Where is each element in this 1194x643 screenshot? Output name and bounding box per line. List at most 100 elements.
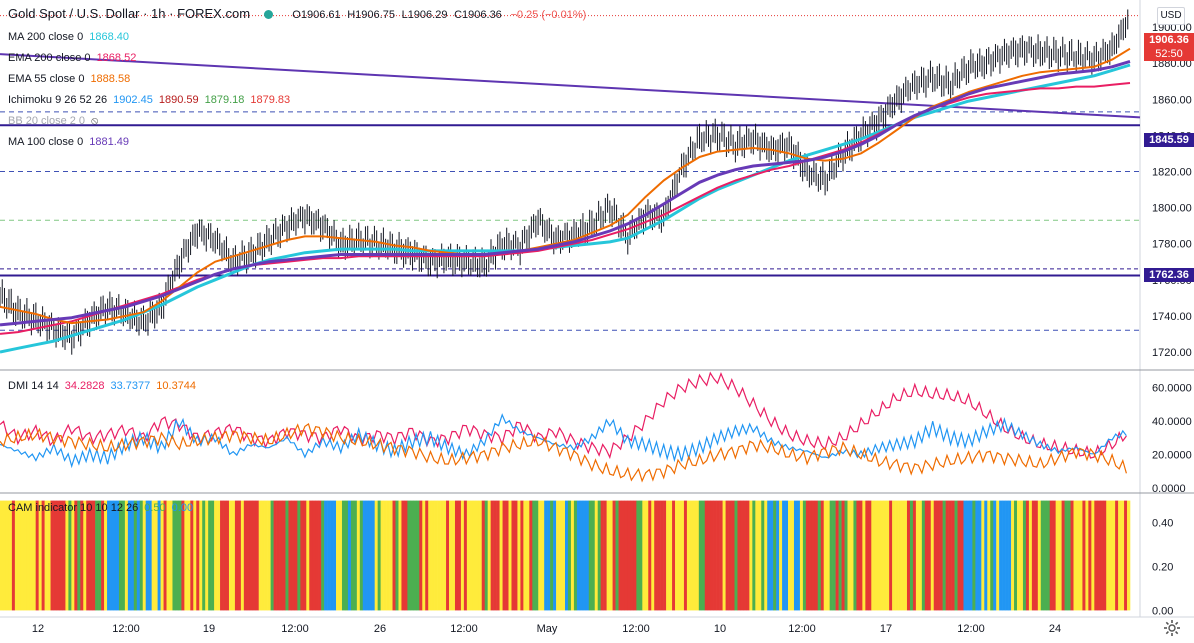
cam-bar [880,500,884,611]
legend-ma100-value: 1881.49 [89,136,129,148]
cam-bar [107,500,111,611]
cam-bar [906,500,911,611]
cam-bar [603,500,607,611]
cam-bar [228,500,233,611]
cam-bar [606,500,610,611]
cam-bar [630,500,634,611]
cam-bar [847,500,851,611]
cam-bar [666,500,670,611]
cam-axis-tick-1: 0.20 [1152,561,1173,573]
cam-bar [1112,500,1116,611]
cam-bar [124,500,129,611]
cam-bar [776,500,780,611]
cam-bar [1014,500,1018,611]
cam-bar [532,500,536,611]
cam-bar [892,500,896,611]
cam-bar [895,500,899,611]
cam-bar [199,500,203,611]
cam-bar [157,500,161,611]
cam-bar [264,500,268,611]
cam-bar [535,500,539,611]
symbol-header: Gold Spot / U.S. Dollar · 1h · FOREX.com… [8,6,586,21]
symbol-title[interactable]: Gold Spot / U.S. Dollar · 1h · FOREX.com [8,6,251,21]
cam-bar [457,500,462,611]
cam-bar [909,500,914,611]
cam-bar [883,500,887,611]
legend-ema200[interactable]: EMA 200 close 0 1868.52 [8,52,142,64]
legend-ema200-label: EMA 200 close 0 [8,52,91,64]
time-axis-tick-8: 10 [714,623,726,635]
cam-bar [440,500,444,611]
cam-bar [86,500,90,611]
cam-bar [344,500,349,611]
cam-bar [1067,500,1071,611]
legend-ma200[interactable]: MA 200 close 0 1868.40 [8,31,135,43]
time-axis-tick-3: 12:00 [281,623,309,635]
last-price-value: 1906.36 [1149,34,1189,46]
legend-bb[interactable]: BB 20 close 2 0 ⦸ [8,115,104,128]
legend-ichimoku-value-2: 1890.59 [158,94,199,106]
cam-bar [1037,500,1042,611]
cam-bar [1076,500,1080,611]
dmi-axis-tick-1: 40.0000 [1152,416,1192,428]
legend-cam[interactable]: CAM indicator 10 10 12 26 0.50 0.00 [8,502,199,514]
cam-bar [904,500,908,611]
cam-bar [425,500,429,611]
cam-bar [490,500,494,611]
cam-bar [47,500,51,611]
cam-bar [133,500,138,611]
cam-bar [208,500,212,611]
cam-bar [817,500,822,611]
cam-bar [169,500,173,611]
cam-bar [163,500,167,611]
cam-bar [74,500,78,611]
cam-bar [1103,500,1107,611]
cam-bar [347,500,352,611]
hidden-eye-icon[interactable]: ⦸ [91,115,99,127]
cam-bar [377,500,381,611]
legend-dmi-minus: 33.7377 [110,380,151,392]
cam-bar [832,500,836,611]
cam-bar [273,500,277,611]
series-line-ema-200-close-0 [0,82,1131,335]
cam-bar [862,500,866,611]
legend-ichimoku[interactable]: Ichimoku 9 26 52 26 1902.45 1890.59 1879.18… [8,94,296,106]
cam-bar [359,500,364,611]
cam-bar [452,500,456,611]
cam-bar [1109,500,1113,611]
gear-icon[interactable] [1163,619,1181,637]
cam-bar [1106,500,1110,611]
cam-bar [689,500,694,611]
cam-bar [386,500,390,611]
legend-ema200-value: 1868.52 [96,52,137,64]
cam-bar [793,500,798,611]
cam-bar [1094,500,1098,611]
cam-bar [234,500,239,611]
cam-bar [318,500,322,611]
cam-bar [1011,500,1015,611]
cam-bar [877,500,881,611]
time-axis-tick-0: 12 [32,623,44,635]
legend-ema55[interactable]: EMA 55 close 0 1888.58 [8,73,136,85]
cam-bar [901,500,905,611]
cam-bar [686,500,691,611]
cam-bar [71,500,75,611]
cam-bar [743,500,747,611]
cam-bar [588,500,593,611]
cam-bar [618,500,622,611]
cam-bar [993,500,997,611]
cam-bar [217,500,221,611]
ohlc-close: C1906.36 [454,9,502,21]
cam-bar [35,500,39,611]
time-axis-tick-6: May [537,623,558,635]
currency-button[interactable]: USD [1157,7,1185,25]
legend-ma100[interactable]: MA 100 close 0 1881.49 [8,136,135,148]
cam-bar [1008,500,1012,611]
time-axis-tick-12: 24 [1049,623,1061,635]
cam-bar [240,500,245,611]
cam-bar [454,500,459,611]
legend-dmi[interactable]: DMI 14 14 34.2828 33.7377 10.3744 [8,380,202,392]
cam-bar [541,500,545,611]
cam-bar [1085,500,1089,611]
